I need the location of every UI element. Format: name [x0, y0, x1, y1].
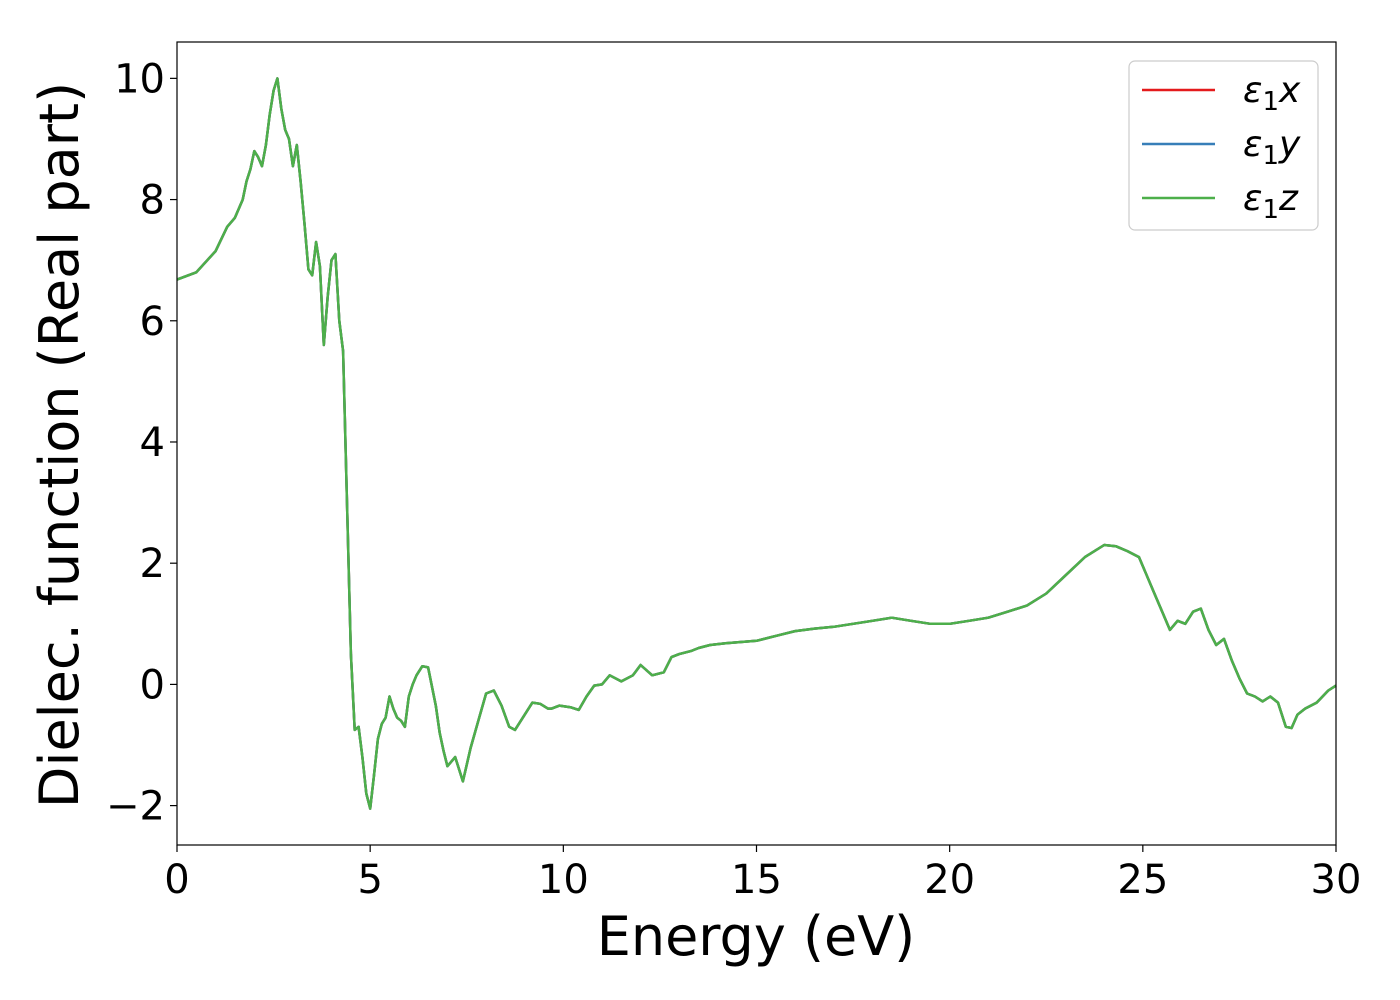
x-tick-label: 10: [538, 857, 589, 903]
legend-box: [1128, 60, 1319, 231]
x-axis: 0 5 10 15 20 25 30: [164, 845, 1361, 903]
legend-label-y: ε1y: [1243, 124, 1301, 171]
series-layer: [176, 77, 1337, 810]
y-tick-label: 6: [140, 299, 165, 345]
y-axis: −2 0 2 4 6 8 10: [106, 56, 177, 830]
legend-label-x: ε1x: [1243, 70, 1301, 117]
y-axis-title: Dielec. function (Real part): [28, 82, 91, 808]
x-axis-title: Energy (eV): [597, 905, 916, 968]
legend-entry-y: ε1y: [1142, 124, 1301, 171]
x-tick-label: 5: [357, 857, 382, 903]
x-tick-label: 30: [1311, 857, 1362, 903]
x-tick-label: 15: [731, 857, 782, 903]
y-tick-label: 0: [140, 662, 165, 708]
series-line-z: [176, 77, 1337, 810]
y-tick-label: 4: [140, 420, 165, 466]
x-tick-label: 20: [924, 857, 975, 903]
legend-label-z: ε1z: [1243, 178, 1299, 225]
y-tick-label: 8: [140, 178, 165, 224]
x-tick-label: 25: [1117, 857, 1168, 903]
legend-entry-x: ε1x: [1142, 70, 1301, 117]
legend: ε1x ε1y ε1z: [1128, 60, 1319, 231]
x-tick-label: 0: [164, 857, 189, 903]
y-tick-label: 10: [114, 56, 165, 102]
legend-entry-z: ε1z: [1142, 178, 1299, 225]
y-tick-label: −2: [106, 784, 165, 830]
y-tick-label: 2: [140, 541, 165, 587]
